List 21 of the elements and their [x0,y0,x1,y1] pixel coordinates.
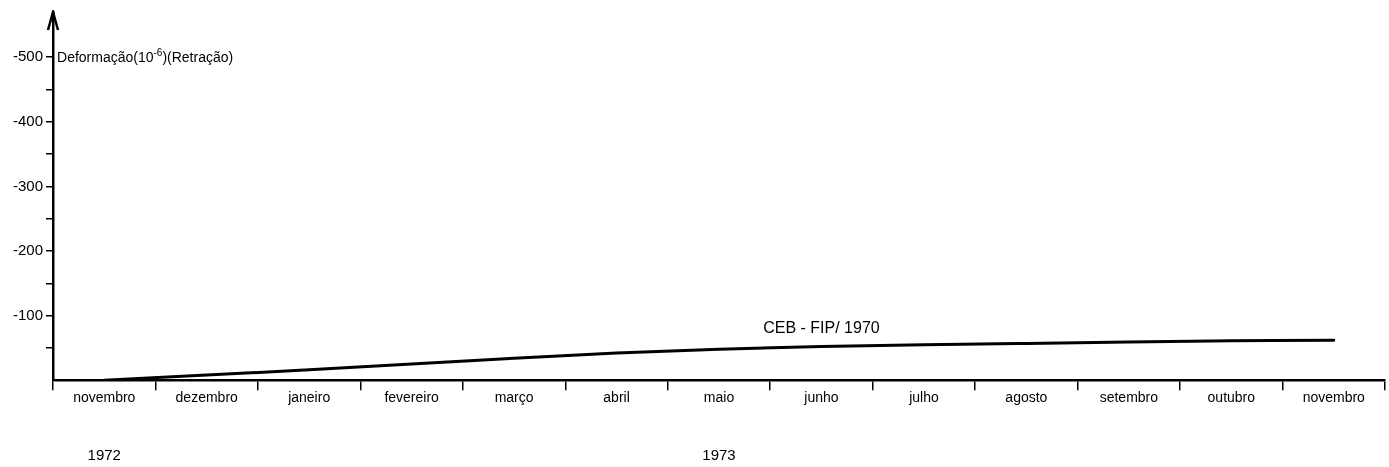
x-tick-label: outubro [1207,389,1256,406]
x-tick-label: junho [803,389,839,406]
x-tick-label: fevereiro [384,389,440,406]
y-tick-label: -400 [12,111,44,129]
x-tick-label: agosto [1005,389,1048,406]
text: 1973 [702,446,736,464]
text: 1972 [87,446,121,464]
y-tick-label: -200 [12,241,44,259]
x-tick-label: dezembro [175,389,239,406]
x-tick-label: julho [908,389,939,406]
y-tick-label: -500 [12,47,44,65]
x-tick-label: novembro [1302,389,1366,406]
y-tick-label: -300 [12,176,44,194]
x-tick-label: janeiro [287,389,331,406]
x-tick-label: maio [703,389,735,406]
x-tick-label: setembro [1099,389,1159,406]
y-tick-label: -100 [12,305,44,323]
x-tick-label: novembro [73,389,136,406]
x-tick-label: março [494,389,534,406]
series-label: CEB - FIP/ 1970 [763,318,880,336]
x-tick-label: abril [603,389,630,406]
